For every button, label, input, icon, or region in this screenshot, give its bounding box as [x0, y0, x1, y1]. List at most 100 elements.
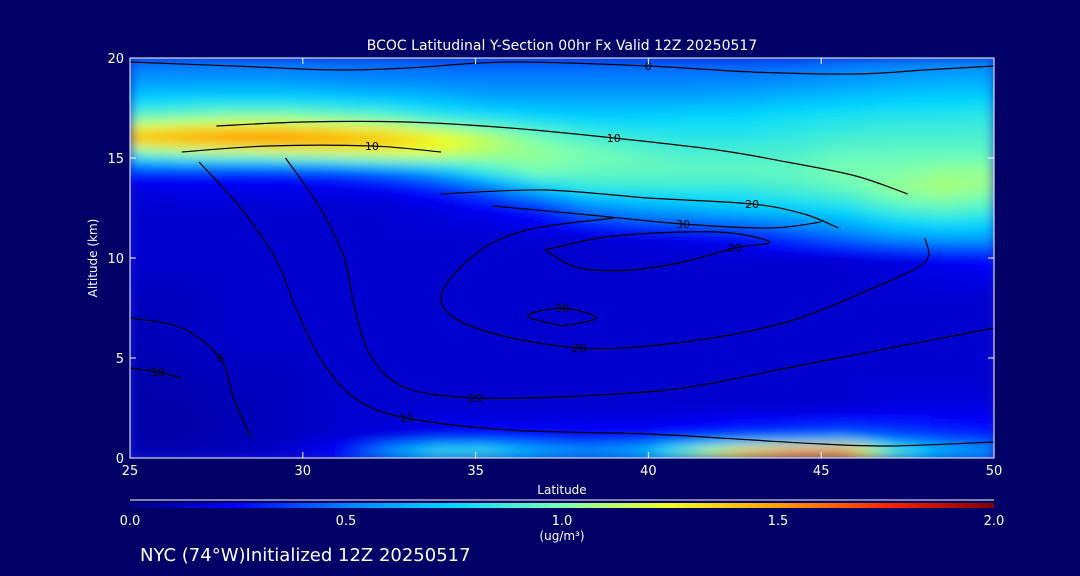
heatmap-cell [274, 178, 284, 183]
heatmap-cell [607, 66, 617, 71]
heatmap-cell [427, 90, 437, 95]
heatmap-cell [931, 126, 941, 131]
heatmap-cell [940, 170, 950, 175]
heatmap-cell [625, 198, 635, 203]
heatmap-cell [346, 158, 356, 163]
heatmap-cell [517, 194, 527, 199]
heatmap-cell [715, 58, 725, 63]
heatmap-cell [832, 202, 842, 207]
heatmap-cell [751, 114, 761, 119]
heatmap-cell [211, 90, 221, 95]
heatmap-cell [886, 122, 896, 127]
heatmap-cell [562, 78, 572, 83]
heatmap-cell [373, 118, 383, 123]
heatmap-cell [769, 134, 779, 139]
heatmap-cell [490, 118, 500, 123]
heatmap-cell [409, 154, 419, 159]
heatmap-cell [562, 134, 572, 139]
heatmap-cell [580, 110, 590, 115]
heatmap-cell [760, 202, 770, 207]
heatmap-cell [445, 90, 455, 95]
heatmap-cell [463, 94, 473, 99]
heatmap-cell [922, 106, 932, 111]
heatmap-cell [850, 158, 860, 163]
heatmap-cell [832, 190, 842, 195]
heatmap-cell [328, 106, 338, 111]
heatmap-cell [625, 62, 635, 67]
heatmap-cell [670, 166, 680, 171]
heatmap-cell [184, 190, 194, 195]
heatmap-cell [355, 118, 365, 123]
heatmap-cell [409, 178, 419, 183]
heatmap-cell [886, 74, 896, 79]
heatmap-cell [139, 126, 149, 131]
heatmap-cell [382, 202, 392, 207]
heatmap-cell [517, 114, 527, 119]
heatmap-cell [418, 190, 428, 195]
heatmap-cell [778, 82, 788, 87]
heatmap-cell [850, 98, 860, 103]
heatmap-cell [202, 130, 212, 135]
heatmap-cell [976, 110, 986, 115]
heatmap-cell [868, 70, 878, 75]
heatmap-cell [877, 94, 887, 99]
heatmap-cell [814, 78, 824, 83]
heatmap-cell [661, 146, 671, 151]
heatmap-cell [229, 194, 239, 199]
heatmap-cell [184, 158, 194, 163]
heatmap-cell [454, 186, 464, 191]
heatmap-cell [148, 70, 158, 75]
heatmap-cell [562, 118, 572, 123]
heatmap-cell [400, 186, 410, 191]
heatmap-cell [778, 118, 788, 123]
heatmap-cell [796, 146, 806, 151]
heatmap-cell [679, 70, 689, 75]
heatmap-cell [634, 134, 644, 139]
heatmap-cell [904, 154, 914, 159]
heatmap-cell [751, 78, 761, 83]
heatmap-cell [148, 62, 158, 67]
heatmap-cell [490, 178, 500, 183]
heatmap-cell [940, 62, 950, 67]
heatmap-cell [328, 202, 338, 207]
heatmap-cell [346, 182, 356, 187]
heatmap-cell [922, 186, 932, 191]
heatmap-cell [940, 178, 950, 183]
heatmap-cell [481, 98, 491, 103]
heatmap-cell [778, 102, 788, 107]
heatmap-cell [823, 58, 833, 63]
heatmap-cell [409, 190, 419, 195]
heatmap-cell [328, 162, 338, 167]
heatmap-cell [130, 158, 140, 163]
heatmap-cell [805, 162, 815, 167]
heatmap-cell [787, 150, 797, 155]
heatmap-cell [175, 206, 185, 211]
heatmap-cell [967, 82, 977, 87]
heatmap-cell [247, 58, 257, 63]
heatmap-cell [211, 110, 221, 115]
heatmap-cell [499, 198, 509, 203]
heatmap-cell [742, 194, 752, 199]
heatmap-cell [490, 130, 500, 135]
heatmap-cell [769, 122, 779, 127]
heatmap-cell [418, 114, 428, 119]
heatmap-cell [697, 90, 707, 95]
heatmap-cell [796, 74, 806, 79]
heatmap-cell [229, 102, 239, 107]
heatmap-cell [850, 90, 860, 95]
heatmap-cell [526, 174, 536, 179]
heatmap-cell [373, 94, 383, 99]
heatmap-cell [184, 198, 194, 203]
heatmap-cell [904, 94, 914, 99]
heatmap-cell [319, 98, 329, 103]
heatmap-field [130, 58, 994, 458]
heatmap-cell [427, 166, 437, 171]
heatmap-cell [562, 130, 572, 135]
heatmap-cell [238, 182, 248, 187]
heatmap-cell [931, 118, 941, 123]
heatmap-cell [319, 166, 329, 171]
heatmap-cell [841, 150, 851, 155]
heatmap-cell [472, 150, 482, 155]
heatmap-cell [337, 138, 347, 143]
heatmap-cell [922, 58, 932, 63]
